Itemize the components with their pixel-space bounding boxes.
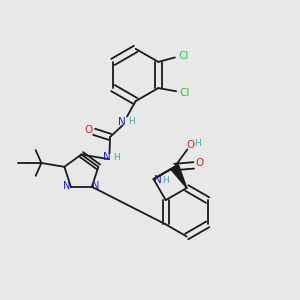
Text: O: O — [84, 125, 92, 135]
Text: Cl: Cl — [178, 51, 188, 61]
Text: H: H — [128, 117, 135, 126]
Text: H: H — [113, 153, 120, 162]
Text: O: O — [195, 158, 204, 168]
Text: N: N — [63, 181, 70, 191]
Text: O: O — [186, 140, 195, 150]
Text: N: N — [118, 117, 126, 127]
Text: H: H — [194, 139, 201, 148]
Text: H: H — [162, 176, 168, 185]
Text: N: N — [92, 181, 99, 191]
Polygon shape — [171, 165, 187, 188]
Text: N: N — [154, 176, 162, 185]
Text: N: N — [103, 152, 111, 162]
Text: Cl: Cl — [179, 88, 190, 98]
